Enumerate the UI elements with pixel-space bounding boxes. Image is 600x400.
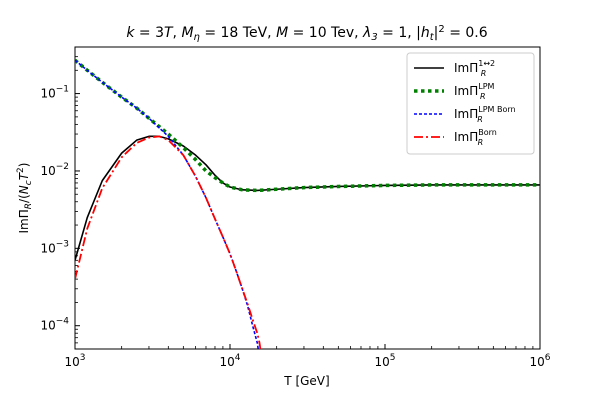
legend-label: ImΠLPM Born R [454, 105, 516, 124]
ticks-layer: 103 104 105 106 10−4 10−3 10−2 10−1 [40, 56, 551, 369]
y-tick-label: 10−3 [40, 239, 69, 255]
legend-label: ImΠBorn R [454, 128, 497, 147]
plot-area [74, 46, 541, 350]
legend-label: ImΠLPM R [454, 82, 495, 101]
series-line-dashdot [75, 135, 262, 349]
series-line-dashed [75, 59, 259, 349]
y-tick-label: 10−2 [40, 162, 69, 178]
legend-box [406, 52, 535, 155]
series-line-solid [75, 135, 540, 261]
legend-label: ImΠ1↔2 R [454, 59, 495, 78]
y-axis-label: ImΠR/(NcT2) [16, 163, 34, 234]
x-tick-label: 105 [374, 353, 395, 369]
y-tick-label: 10−4 [40, 317, 69, 333]
y-tick-label: 10−1 [40, 85, 69, 101]
x-tick-label: 106 [529, 353, 550, 369]
legend: ImΠ1↔2 R ImΠLPM R ImΠLPM Born R ImΠBorn R [406, 52, 535, 155]
x-tick-label: 103 [64, 353, 85, 369]
series-layer [75, 58, 540, 349]
x-axis-label: T [GeV] [283, 374, 329, 388]
x-tick-label: 104 [219, 353, 240, 369]
chart-title: k = 3T, Mη = 18 TeV, M = 10 Tev, λ3 = 1,… [126, 24, 487, 43]
